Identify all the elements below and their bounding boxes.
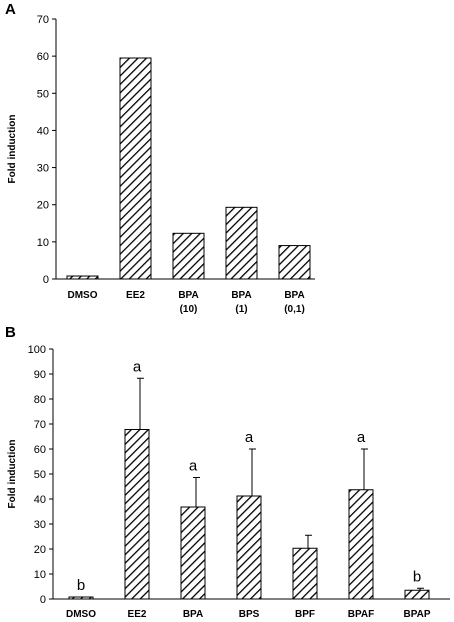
bar-b-2 [180,506,206,600]
panel-label-b: B [5,324,16,341]
bar-b-0 [68,596,94,600]
bar-b-4 [292,547,318,600]
category-label-b-1: EE2 [128,609,147,620]
category-label-b-5: BPAF [348,609,374,620]
category-label-a-0: DMSO [68,290,98,301]
bar-b-5 [348,489,374,600]
category-label-a-1: EE2 [126,290,145,301]
bar-a-3 [225,206,258,280]
significance-label-b-3: a [245,429,254,446]
category-label-a-2: BPA (10) [178,290,198,315]
bar-b-1 [124,429,150,600]
y-tick-label-b: 50 [34,469,46,481]
category-label-line: BPA [178,290,198,301]
bar-a-1 [119,57,152,280]
category-label-line: EE2 [126,290,145,301]
y-tick-label-b: 0 [40,594,46,606]
y-tick-label-b: 10 [34,569,46,581]
category-label-line: (10) [180,304,198,315]
bar-b-6 [404,589,430,600]
significance-label-b-1: a [133,358,142,375]
category-label-line: BPA [284,290,304,301]
category-label-line: (0,1) [284,304,305,315]
category-label-b-3: BPS [239,609,260,620]
y-tick-label-b: 40 [34,494,46,506]
significance-label-b-2: a [189,458,198,475]
y-tick-label-b: 30 [34,519,46,531]
bar-b-3 [236,495,262,600]
y-tick-label-a: 40 [37,125,49,137]
y-tick-label-b: 80 [34,394,46,406]
y-tick-label-a: 0 [43,274,49,286]
category-label-a-4: BPA (0,1) [284,290,305,315]
category-label-line: BPAP [403,609,430,620]
category-label-line: DMSO [68,290,98,301]
category-label-b-6: BPAP [403,609,430,620]
category-label-line: BPF [295,609,315,620]
y-axis-title-b: Fold induction [7,440,18,509]
category-label-line: BPA [231,290,251,301]
y-tick-label-a: 30 [37,163,49,175]
bar-a-0 [66,275,99,280]
category-label-line: BPAF [348,609,374,620]
y-tick-label-b: 90 [34,369,46,381]
category-label-b-0: DMSO [66,609,96,620]
y-tick-label-a: 70 [37,14,49,26]
y-tick-label-a: 50 [37,88,49,100]
y-tick-label-a: 60 [37,51,49,63]
y-tick-label-a: 20 [37,200,49,212]
y-tick-label-b: 100 [28,344,46,356]
category-label-line: DMSO [66,609,96,620]
y-axis-title-a: Fold induction [7,115,18,184]
significance-label-b-0: b [77,577,85,594]
category-label-line: (1) [235,304,247,315]
panel-a-chart: A 0 10 20 30 40 50 60 70 Fold induction DMSO EE2 BPA… [5,1,315,315]
y-tick-label-a: 10 [37,237,49,249]
y-tick-label-b: 60 [34,444,46,456]
panel-label-a: A [5,1,16,18]
category-label-a-3: BPA (1) [231,290,251,315]
bar-a-2 [172,232,205,280]
category-label-line: EE2 [128,609,147,620]
y-tick-label-b: 70 [34,419,46,431]
panel-b-chart: B 0 10 20 30 40 50 60 70 80 90 100 Fold induction b DM… [5,324,450,620]
category-label-b-4: BPF [295,609,315,620]
category-label-line: BPS [239,609,260,620]
category-label-line: BPA [183,609,203,620]
category-label-b-2: BPA [183,609,203,620]
significance-label-b-6: b [413,568,421,585]
bar-a-4 [278,245,311,280]
y-tick-label-b: 20 [34,544,46,556]
significance-label-b-5: a [357,429,366,446]
